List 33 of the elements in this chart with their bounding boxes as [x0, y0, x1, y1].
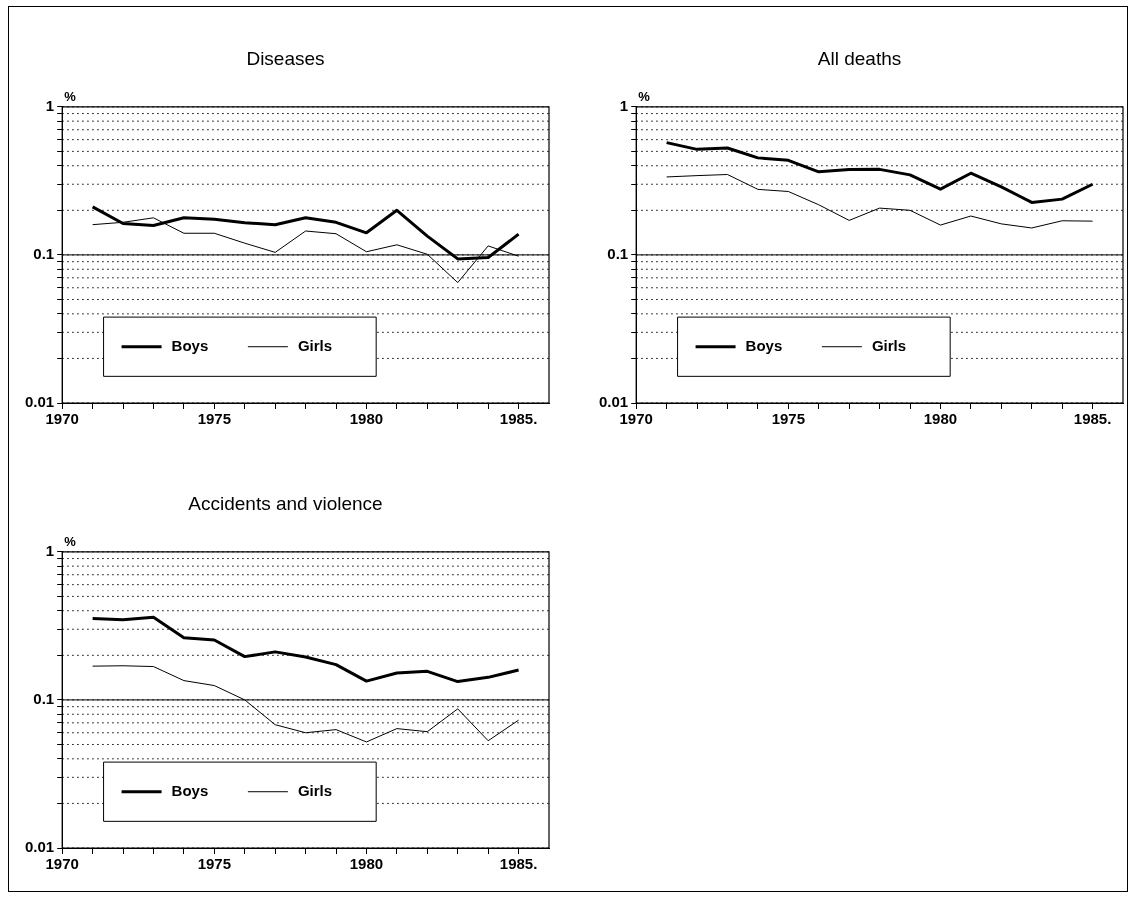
legend-label: Girls — [297, 336, 333, 354]
legend-label: Boys — [171, 781, 209, 799]
x-tick-label: 1980 — [923, 410, 958, 428]
y-tick-label: 0.1 — [33, 690, 55, 708]
y-tick-label: 1 — [45, 96, 55, 114]
legend-label: Girls — [871, 336, 907, 354]
y-tick-label: 0.01 — [24, 838, 55, 856]
legend-label: Boys — [171, 336, 209, 354]
y-tick-label: 1 — [619, 96, 629, 114]
chart-title: Accidents and violence — [188, 492, 383, 514]
x-tick-label: 1970 — [619, 410, 653, 428]
legend-label: Girls — [297, 781, 333, 799]
y-axis-title: % — [638, 88, 651, 104]
y-tick-label: 0.1 — [607, 245, 629, 263]
y-tick-label: 0.01 — [598, 393, 629, 411]
y-tick-label: 1 — [45, 541, 55, 559]
legend-label: Boys — [745, 336, 783, 354]
x-tick-label: 1980 — [349, 855, 384, 873]
x-tick-label: 1985. — [499, 855, 538, 873]
chart-title: Diseases — [246, 47, 325, 69]
y-axis-title: % — [64, 533, 77, 549]
x-tick-label: 1970 — [45, 410, 79, 428]
y-axis-title: % — [64, 88, 77, 104]
x-tick-label: 1980 — [349, 410, 384, 428]
x-tick-label: 1970 — [45, 855, 79, 873]
y-tick-label: 0.01 — [24, 393, 55, 411]
x-tick-label: 1985. — [1073, 410, 1112, 428]
x-tick-label: 1975 — [197, 855, 232, 873]
x-tick-label: 1985. — [499, 410, 538, 428]
chart-title: All deaths — [817, 47, 902, 69]
x-tick-label: 1975 — [197, 410, 232, 428]
x-tick-label: 1975 — [771, 410, 806, 428]
y-tick-label: 0.1 — [33, 245, 55, 263]
